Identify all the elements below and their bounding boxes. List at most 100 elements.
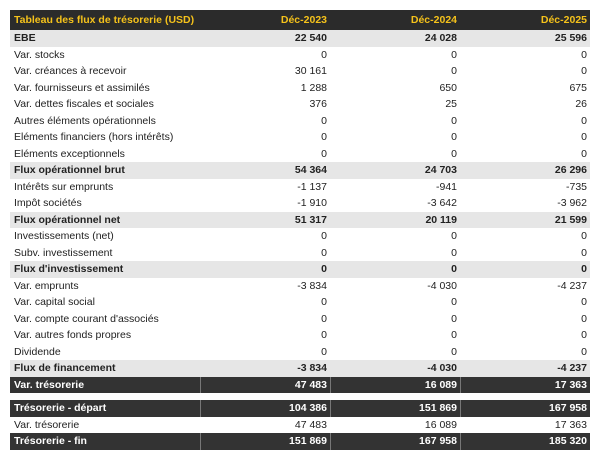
value-cell: 30 161 <box>294 65 327 77</box>
value-cell: 0 <box>581 329 587 341</box>
value-cell: 0 <box>321 114 327 127</box>
row-label: Dividende <box>14 345 61 358</box>
cash-flow-table: Tableau des flux de trésorerie (USD) Déc-… <box>10 10 590 450</box>
row-label: Var. autres fonds propres <box>14 329 132 341</box>
table-row: Autres éléments opérationnels 0 0 0 <box>10 113 590 130</box>
value-cell: 51 317 <box>294 213 327 226</box>
table-row: Var. dettes fiscales et sociales 376 25 26 <box>10 96 590 113</box>
table-row: Var. emprunts -3 834 -4 030 -4 237 <box>10 278 590 295</box>
row-label: Tableau des flux de trésorerie (USD) <box>14 14 195 26</box>
value-cell: 0 <box>581 147 587 160</box>
table-row: Trésorerie - départ 104 386 151 869 167 958 <box>10 400 590 417</box>
value-cell: 0 <box>451 296 457 308</box>
value-cell: 0 <box>451 65 457 77</box>
value-cell: 16 089 <box>330 376 460 393</box>
table-row: Impôt sociétés -1 910 -3 642 -3 962 <box>10 195 590 212</box>
value-cell: -1 910 <box>297 197 327 209</box>
table-row: Flux d'investissement 0 0 0 <box>10 261 590 278</box>
value-cell: -941 <box>435 180 457 193</box>
value-cell: 47 483 <box>200 376 330 393</box>
value-cell: 376 <box>309 98 327 110</box>
row-label: Intérêts sur emprunts <box>14 180 114 193</box>
value-cell: 0 <box>451 131 457 143</box>
value-cell: 0 <box>321 296 327 308</box>
row-label: Subv. investissement <box>14 246 113 259</box>
value-cell: 0 <box>581 48 587 61</box>
table-row: Dividende 0 0 0 <box>10 344 590 361</box>
value-cell: 151 869 <box>200 433 330 450</box>
value-cell: -4 030 <box>427 279 457 292</box>
table-row: Eléments exceptionnels 0 0 0 <box>10 146 590 163</box>
value-cell: Déc-2025 <box>540 14 587 26</box>
value-cell: 151 869 <box>330 400 460 417</box>
value-cell: 26 296 <box>554 164 587 176</box>
table-row: Trésorerie - fin 151 869 167 958 185 320 <box>10 433 590 450</box>
value-cell: 185 320 <box>460 433 590 450</box>
header-row: Tableau des flux de trésorerie (USD) Déc-… <box>10 10 590 30</box>
row-label: Var. compte courant d'associés <box>14 312 159 325</box>
value-cell: 0 <box>581 345 587 358</box>
value-cell: 22 540 <box>294 32 327 44</box>
row-label: Var. emprunts <box>14 279 79 292</box>
row-label: Var. créances à recevoir <box>14 65 127 77</box>
value-cell: -3 642 <box>427 197 457 209</box>
table-row: Var. autres fonds propres 0 0 0 <box>10 327 590 344</box>
value-cell: -4 237 <box>557 362 587 374</box>
value-cell: 47 483 <box>294 418 327 431</box>
table-row: Var. capital social 0 0 0 <box>10 294 590 311</box>
value-cell: 0 <box>451 246 457 259</box>
value-cell: 0 <box>451 48 457 61</box>
table-row: Intérêts sur emprunts -1 137 -941 -735 <box>10 179 590 196</box>
value-cell: 1 288 <box>300 81 327 94</box>
row-label: Eléments financiers (hors intérêts) <box>14 131 174 143</box>
row-label: Flux opérationnel net <box>14 213 121 226</box>
value-cell: 0 <box>321 131 327 143</box>
row-label: Impôt sociétés <box>14 197 82 209</box>
value-cell: 0 <box>581 230 587 242</box>
row-label: Eléments exceptionnels <box>14 147 125 160</box>
value-cell: 0 <box>581 114 587 127</box>
value-cell: 0 <box>451 230 457 242</box>
value-cell: 0 <box>581 131 587 143</box>
value-cell: 17 363 <box>460 376 590 393</box>
row-label: Trésorerie - départ <box>14 402 107 414</box>
table-row: Subv. investissement 0 0 0 <box>10 245 590 262</box>
table-row: Var. compte courant d'associés 0 0 0 <box>10 311 590 328</box>
value-cell: Déc-2024 <box>410 14 457 26</box>
table-row: Var. créances à recevoir 30 161 0 0 <box>10 63 590 80</box>
table-row: Var. fournisseurs et assimilés 1 288 650 67… <box>10 80 590 97</box>
value-cell: 17 363 <box>554 418 587 431</box>
value-cell: 24 028 <box>424 32 457 44</box>
value-cell: 0 <box>321 48 327 61</box>
value-cell: 26 <box>575 98 587 110</box>
table-row: Flux opérationnel net 51 317 20 119 21 599 <box>10 211 590 228</box>
value-cell: 0 <box>581 312 587 325</box>
value-cell: 0 <box>451 345 457 358</box>
table-row: EBE 22 540 24 028 25 596 <box>10 30 590 47</box>
row-label: Flux opérationnel brut <box>14 164 125 176</box>
table-row: Eléments financiers (hors intérêts) 0 0 0 <box>10 129 590 146</box>
value-cell: 0 <box>451 147 457 160</box>
value-cell: 0 <box>321 147 327 160</box>
value-cell: 167 958 <box>330 433 460 450</box>
row-label: Flux d'investissement <box>14 263 124 275</box>
value-cell: 0 <box>321 263 327 275</box>
row-label: Var. capital social <box>14 296 95 308</box>
value-cell: 54 364 <box>294 164 327 176</box>
value-cell: 0 <box>321 312 327 325</box>
value-cell: 21 599 <box>554 213 587 226</box>
value-cell: -735 <box>565 180 587 193</box>
row-label: Var. trésorerie <box>14 378 85 391</box>
row-label: EBE <box>14 32 36 44</box>
value-cell: 0 <box>451 263 457 275</box>
table-row: Flux de financement -3 834 -4 030 -4 237 <box>10 360 590 377</box>
value-cell: -4 237 <box>557 279 587 292</box>
value-cell: 0 <box>321 230 327 242</box>
row-label: Trésorerie - fin <box>14 435 87 447</box>
value-cell: -1 137 <box>297 180 327 193</box>
row-label: Var. fournisseurs et assimilés <box>14 81 150 94</box>
value-cell: 0 <box>321 345 327 358</box>
table-row: Investissements (net) 0 0 0 <box>10 228 590 245</box>
value-cell: -3 834 <box>297 362 327 374</box>
